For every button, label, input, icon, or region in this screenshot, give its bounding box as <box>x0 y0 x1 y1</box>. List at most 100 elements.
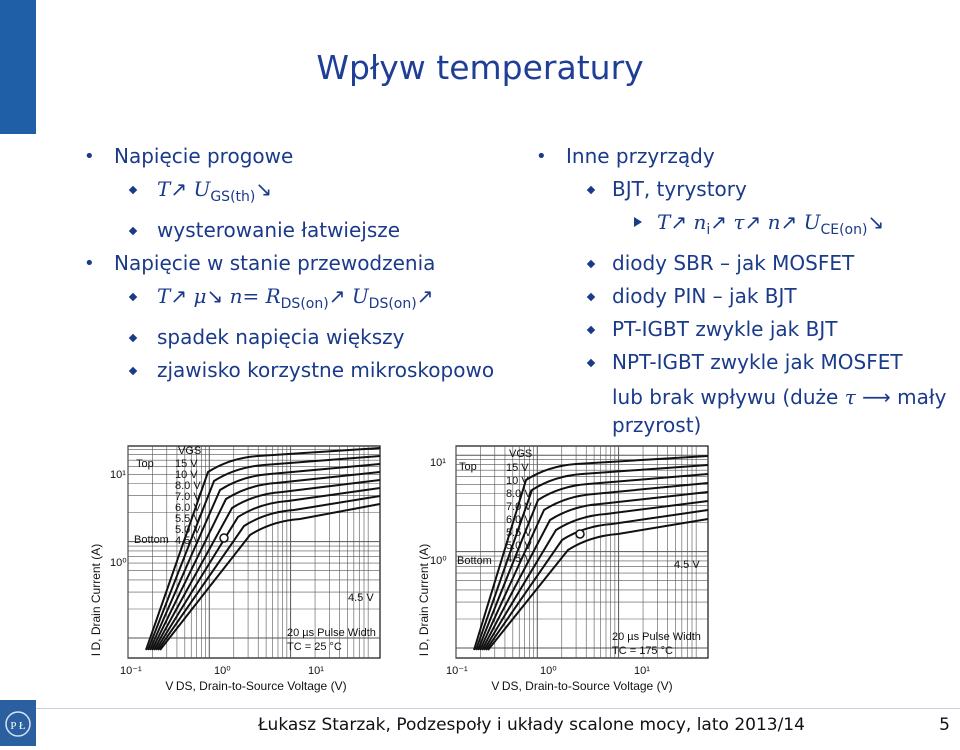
x-tick-1: 10⁻¹ <box>120 665 142 677</box>
legend-5v: 5.0 V <box>175 524 201 536</box>
y-axis-label: I D, Drain Current (A) <box>417 544 431 656</box>
diamond-bullet-icon <box>586 358 596 368</box>
vgs-curve <box>157 495 381 651</box>
bullet-pin: diody PIN – jak BJT <box>532 280 960 313</box>
vgs-curve <box>477 473 709 651</box>
note-temp: TC = 25 °C <box>287 641 342 653</box>
vgs-curve <box>485 509 709 651</box>
diamond-bullet-icon <box>586 185 596 195</box>
bullet-pt-igbt: PT-IGBT zwykle jak BJT <box>532 313 960 346</box>
y-tick-1: 10¹ <box>430 457 446 469</box>
bullet-sbr: diody SBR – jak MOSFET <box>532 247 960 280</box>
chart-175c-svg: I D, Drain Current (A) 10¹ 10⁰ VGS Top B… <box>417 445 709 693</box>
bullet-npt-igbt-cont: lub brak wpływu (duże τ ⟶ mały przyrost) <box>612 385 947 437</box>
legend-10v: 10 V <box>175 469 198 481</box>
diamond-bullet-icon <box>586 325 596 335</box>
y-tick-2: 10⁰ <box>430 555 447 567</box>
note-pulse: 20 µs Pulse Width <box>612 631 701 643</box>
vgs-curve <box>153 479 381 651</box>
legend-title: VGS <box>178 445 201 457</box>
triangle-bullet-icon <box>634 217 642 227</box>
legend-6v: 6.0 V <box>506 514 532 526</box>
curve-annotation: 4.5 V <box>348 592 374 604</box>
diamond-bullet-icon <box>128 185 138 195</box>
curve-annotation: 4.5 V <box>674 559 700 571</box>
vgs-curve <box>483 500 709 651</box>
note-temp: TC = 175 °C <box>612 645 673 657</box>
legend-bottom: Bottom <box>457 555 492 567</box>
legend-55v: 5.5 V <box>506 527 532 539</box>
diamond-bullet-icon <box>128 333 138 343</box>
x-tick-2: 10⁰ <box>540 665 557 677</box>
legend-10v: 10 V <box>506 475 529 487</box>
legend-8v: 8.0 V <box>506 488 532 500</box>
chart-25c: I D, Drain Current (A) 10¹ 10⁰ VGS Top B… <box>82 440 382 706</box>
legend-values: 15 V 10 V 8.0 V 7.0 V 6.0 V 5.5 V 5.0 V … <box>175 458 201 547</box>
legend-title: VGS <box>509 448 532 460</box>
page-number: 5 <box>939 715 950 735</box>
diamond-bullet-icon <box>128 292 138 302</box>
slide-title: Wpływ temperatury <box>316 48 644 87</box>
legend-top: Top <box>136 458 154 470</box>
x-axis-label: V DS, Drain-to-Source Voltage (V) <box>491 679 672 693</box>
vgs-curve <box>159 503 381 651</box>
legend-15v: 15 V <box>175 458 198 470</box>
legend-6v: 6.0 V <box>175 502 201 514</box>
vgs-curve <box>147 455 381 651</box>
bullet-npt-igbt: NPT-IGBT zwykle jak MOSFET <box>532 346 960 379</box>
footer-divider <box>36 708 960 709</box>
legend-55v: 5.5 V <box>175 513 201 525</box>
x-tick-3: 10¹ <box>634 665 650 677</box>
legend-45v: 4.5 V <box>175 535 201 547</box>
bullet-threshold: Napięcie progowe <box>80 140 520 173</box>
x-tick-1: 10⁻¹ <box>446 665 468 677</box>
chart-175c: I D, Drain Current (A) 10¹ 10⁰ VGS Top B… <box>412 440 712 706</box>
diamond-bullet-icon <box>586 292 596 302</box>
left-column: Napięcie progowe T↗ UGS(th)↘ wysterowani… <box>80 140 520 387</box>
footer-text: Łukasz Starzak, Podzespoły i układy scal… <box>258 715 805 735</box>
x-axis-label: V DS, Drain-to-Source Voltage (V) <box>165 679 346 693</box>
vgs-curve <box>155 487 381 651</box>
bullet-on-state: Napięcie w stanie przewodzenia <box>80 247 520 280</box>
legend-15v: 15 V <box>506 462 529 474</box>
bullet-on-state-effect: T↗ μ↘ n= RDS(on)↗ UDS(on)↗ <box>80 280 520 321</box>
bullet-easier-drive: wysterowanie łatwiejsze <box>80 214 520 247</box>
svg-text:P Ł: P Ł <box>10 720 25 732</box>
legend-7v: 7.0 V <box>506 501 532 513</box>
vgs-curve <box>479 482 709 651</box>
accent-bar <box>0 0 36 134</box>
bullet-bjt-effect: T↗ ni↗ τ↗ n↗ UCE(on)↘ <box>532 206 960 247</box>
x-tick-3: 10¹ <box>308 665 324 677</box>
legend-values: 15 V 10 V 8.0 V 7.0 V 6.0 V 5.5 V 5.0 V … <box>506 462 532 565</box>
x-tick-2: 10⁰ <box>214 665 231 677</box>
legend-45v: 4.5 V <box>506 553 532 565</box>
diamond-bullet-icon <box>128 226 138 236</box>
vgs-curve <box>151 471 381 651</box>
right-column: Inne przyrządy BJT, tyrystory T↗ ni↗ τ↗ … <box>532 140 960 439</box>
bullet-beneficial: zjawisko korzystne mikroskopowo <box>80 354 520 387</box>
legend-8v: 8.0 V <box>175 480 201 492</box>
y-tick-2: 10⁰ <box>110 557 127 569</box>
vgs-curve <box>145 447 381 651</box>
marker-dot <box>575 529 585 539</box>
y-axis-label: I D, Drain Current (A) <box>89 544 103 656</box>
legend-5v: 5.0 V <box>506 540 532 552</box>
chart-25c-svg: I D, Drain Current (A) 10¹ 10⁰ VGS Top B… <box>89 445 381 693</box>
bullet-bjt: BJT, tyrystory <box>532 173 960 206</box>
y-tick-1: 10¹ <box>110 469 126 481</box>
vgs-curve <box>481 491 709 651</box>
legend-top: Top <box>459 461 477 473</box>
university-logo-icon: P Ł <box>0 700 36 746</box>
bullet-other-devices: Inne przyrządy <box>532 140 960 173</box>
marker-dot <box>219 533 229 543</box>
note-pulse: 20 µs Pulse Width <box>287 627 376 639</box>
logo-mark-icon: P Ł <box>5 711 31 737</box>
vgs-curve <box>487 518 709 651</box>
bullet-voltage-drop: spadek napięcia większy <box>80 321 520 354</box>
vgs-curve <box>473 455 709 651</box>
bullet-threshold-effect: T↗ UGS(th)↘ <box>80 173 520 214</box>
diamond-bullet-icon <box>586 259 596 269</box>
vgs-curve <box>149 463 381 651</box>
diamond-bullet-icon <box>128 366 138 376</box>
vgs-curve <box>475 464 709 651</box>
